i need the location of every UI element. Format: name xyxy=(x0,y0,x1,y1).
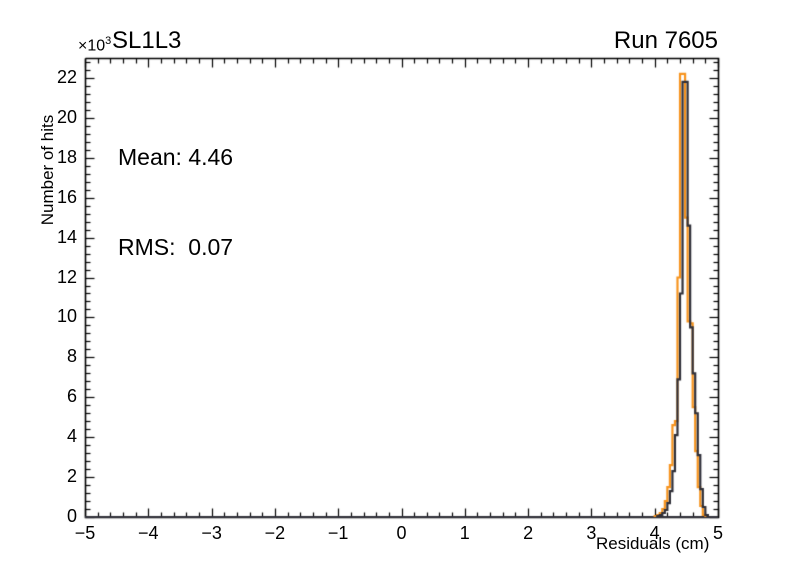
x-axis-tick-label: −3 xyxy=(201,523,222,543)
y-axis-tick-label: 6 xyxy=(66,386,77,407)
y-axis-tick-label: 18 xyxy=(56,146,77,167)
y-axis-tick-label: 10 xyxy=(56,306,77,327)
stats-rms: RMS: 0.07 xyxy=(118,234,234,260)
y-axis-multiplier: ×103 xyxy=(78,35,111,55)
y-axis-tick-label: 2 xyxy=(66,466,77,487)
stats-box: Mean: 4.46 RMS: 0.07 xyxy=(118,82,233,292)
y-axis-tick-label: 12 xyxy=(56,266,77,287)
x-axis-title: Residuals (cm) xyxy=(596,534,710,553)
y-axis-tick-label: 14 xyxy=(56,226,77,247)
y-axis-tick-label: 20 xyxy=(56,106,77,127)
y-axis-tick-label: 8 xyxy=(66,346,77,367)
x-axis-tick-label: −4 xyxy=(138,523,159,543)
x-axis-tick-label: −5 xyxy=(74,523,96,543)
y-axis-multiplier-base: ×10 xyxy=(78,37,106,55)
y-axis-tick-label: 4 xyxy=(66,426,77,447)
x-axis-tick-label: 3 xyxy=(586,523,597,543)
x-axis-tick-label: 2 xyxy=(523,523,534,543)
y-axis-tick-label: 22 xyxy=(56,66,77,87)
x-axis-tick-label: −1 xyxy=(327,523,349,543)
x-axis-tick-label: −2 xyxy=(264,523,286,543)
x-axis-tick-label: 1 xyxy=(459,523,470,543)
stats-mean: Mean: 4.46 xyxy=(118,144,234,170)
x-axis-tick-label: 5 xyxy=(712,523,723,543)
y-axis-tick-label: 16 xyxy=(56,186,77,207)
y-axis-tick-label: 0 xyxy=(66,506,77,526)
y-axis-multiplier-exponent: 3 xyxy=(105,35,112,47)
page-title: SL1L3 xyxy=(112,27,182,54)
x-axis-tick-label: 0 xyxy=(396,523,407,543)
x-axis-tick-label: 4 xyxy=(649,523,660,543)
run-label: Run 7605 xyxy=(613,27,718,54)
